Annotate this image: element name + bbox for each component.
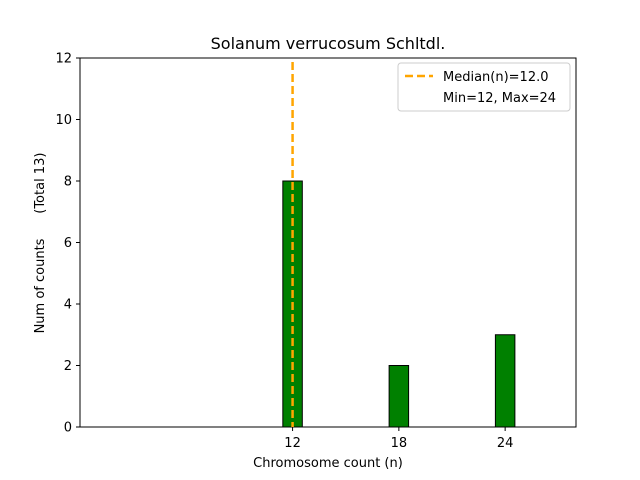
y-axis: 0 2 4 6 8 10 12 xyxy=(55,52,80,436)
y-axis-label: Num of counts (Total 13) xyxy=(33,153,48,334)
plot-area xyxy=(79,57,577,428)
legend-median-label: Median(n)=12.0 xyxy=(443,70,549,85)
y-tick-label: 10 xyxy=(55,113,72,128)
x-axis-label: Chromosome count (n) xyxy=(253,456,403,471)
chart-title: Solanum verrucosum Schltdl. xyxy=(211,34,446,53)
x-tick-label: 12 xyxy=(284,436,301,451)
bar xyxy=(388,365,410,428)
y-tick-label: 12 xyxy=(55,52,72,67)
legend-box xyxy=(397,62,571,112)
legend: Median(n)=12.0 Min=12, Max=24 xyxy=(397,62,571,112)
legend-range-label: Min=12, Max=24 xyxy=(443,91,556,106)
y-tick-label: 6 xyxy=(64,236,72,251)
y-tick-label: 0 xyxy=(64,421,72,436)
x-axis: 12 18 24 xyxy=(284,427,513,451)
y-tick-label: 4 xyxy=(64,298,72,313)
bar xyxy=(494,334,516,428)
x-tick-label: 24 xyxy=(497,436,514,451)
x-tick-label: 18 xyxy=(391,436,408,451)
plot-frame xyxy=(79,57,577,428)
y-tick-label: 2 xyxy=(64,359,72,374)
y-tick-label: 8 xyxy=(64,175,72,190)
